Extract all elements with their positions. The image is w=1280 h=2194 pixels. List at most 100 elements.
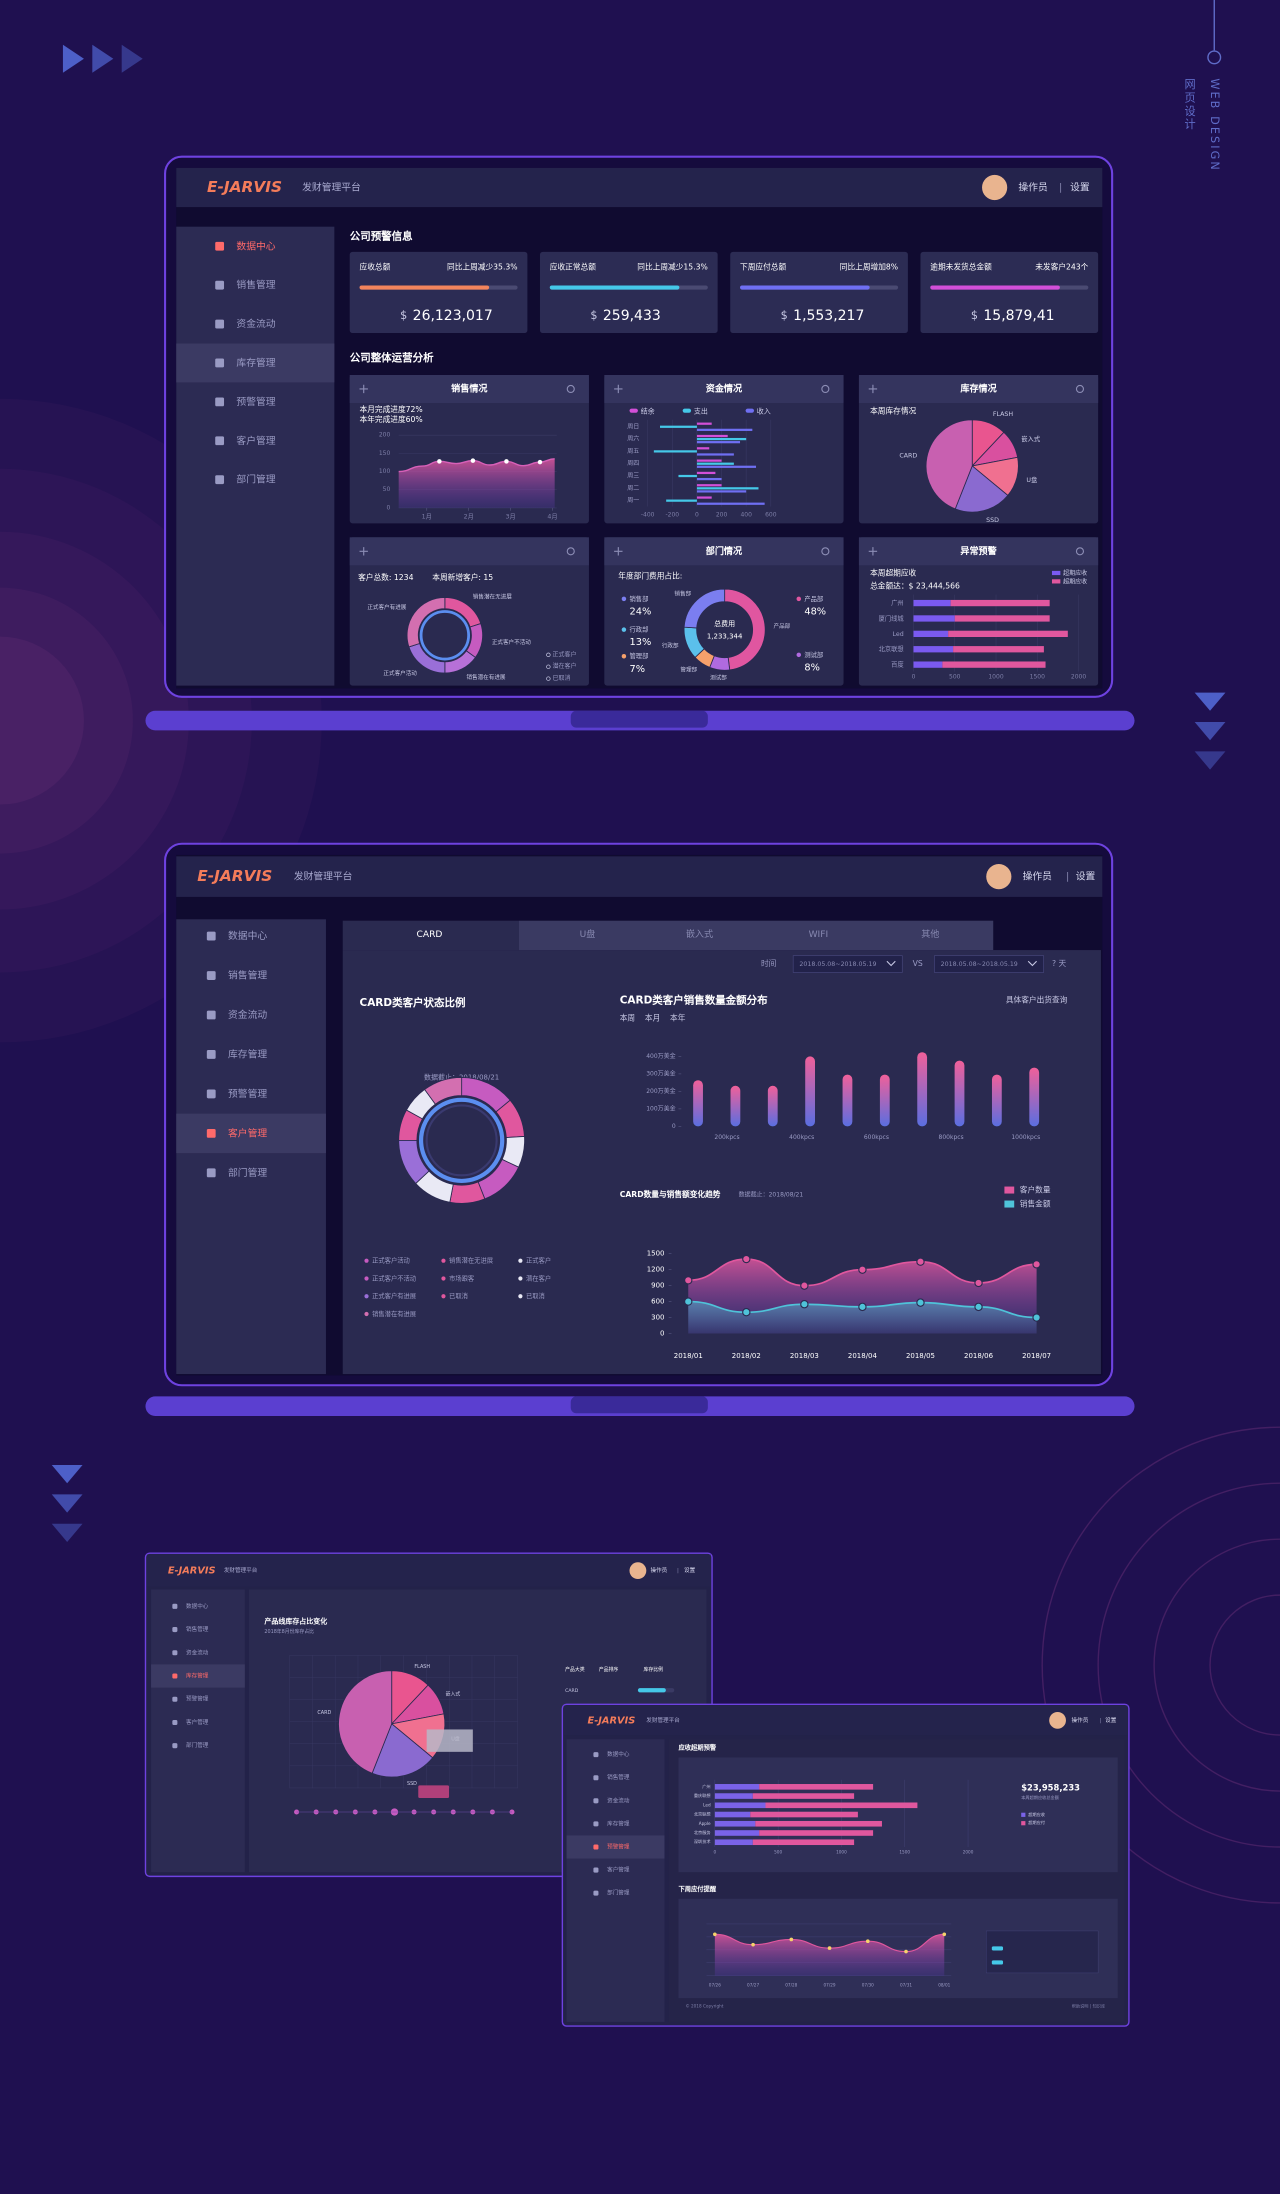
user-name[interactable]: 操作员 [1018,180,1048,193]
legend-dot [546,676,551,681]
period-tab[interactable]: 本月 [645,1013,660,1023]
menu-item[interactable]: 数据中心 [228,929,267,942]
menu-item[interactable]: 数据中心 [186,1602,209,1610]
settings-link[interactable]: 设置 [684,1566,696,1574]
bar [948,630,1068,638]
legend-label: 产品部 [804,594,823,603]
value-label: 13% [630,637,652,648]
header-bar [146,1554,711,1587]
menu-item[interactable]: 销售管理 [228,969,267,982]
menu-item[interactable]: 客户管理 [186,1718,209,1726]
settings-icon [566,384,575,394]
menu-item[interactable]: 预警管理 [236,395,275,408]
y-tick-label: Led [703,1802,711,1807]
slice-label: CARD [899,452,917,459]
menu-item[interactable]: 销售管理 [607,1773,630,1781]
menu-item[interactable]: 销售管理 [186,1625,209,1633]
date-picker [934,955,1044,973]
menu-item[interactable]: 资金流动 [236,317,275,330]
inner-ring [425,1104,498,1177]
x-tick-label: 3月 [506,512,516,520]
x-tick-label: 07/26 [709,1983,721,1988]
menu-item[interactable]: 部门管理 [186,1741,209,1749]
footer-links[interactable]: 帮助说明 | 知识库 [1072,2003,1105,2010]
settings-link[interactable]: 设置 [1070,181,1090,193]
period-tab[interactable]: 本周 [620,1013,635,1023]
menu-item[interactable]: 资金流动 [186,1648,209,1656]
y-tick-label: 1500 [647,1250,665,1258]
slice-label: 管理部 [680,666,697,674]
menu-item[interactable]: 客户管理 [236,434,275,447]
y-tick-label: 1200 [647,1266,665,1274]
menu-item[interactable]: 预警管理 [228,1087,267,1100]
panel-title: 下周应付提醒 [678,1884,716,1893]
menu-item[interactable]: 库存管理 [228,1047,267,1060]
panel-title: CARD类客户销售数量金额分布 [620,993,768,1006]
donut-segment [424,1076,463,1105]
legend-dot [796,652,802,658]
query-link[interactable]: 具体客户出货查询 [1006,994,1068,1004]
menu-item[interactable]: 资金流动 [228,1008,267,1021]
menu-icon [593,1798,599,1804]
tab[interactable]: 嵌入式 [686,928,713,940]
x-tick-label: 1000 [836,1850,847,1855]
menu-item[interactable]: 库存管理 [186,1672,209,1680]
settings-link[interactable]: 设置 [1105,1716,1117,1724]
date-range[interactable]: 2018.05.08~2018.05.19 [941,961,1018,968]
x-tick-label: 200kpcs [714,1134,739,1141]
legend-dot [441,1258,446,1263]
menu-item[interactable]: 库存管理 [607,1819,630,1827]
card-title: 异常预警 [960,545,997,557]
point [916,1298,925,1307]
tab[interactable]: WIFI [809,930,829,940]
tab[interactable]: CARD [417,930,443,940]
bar [714,1830,760,1836]
laptop-notch [570,710,708,728]
user-name[interactable]: 操作员 [650,1566,667,1574]
point [904,1949,908,1954]
legend-dot [621,654,627,659]
legend-label: 销售金额 [1020,1199,1051,1209]
area-fill [714,1934,945,1976]
menu-item[interactable]: 数据中心 [236,239,275,252]
tab[interactable]: 其他 [921,928,939,940]
legend-swatch [682,408,692,413]
bar [660,425,697,428]
tab[interactable]: U盘 [580,928,596,940]
menu-item[interactable]: 资金流动 [607,1796,630,1804]
user-name[interactable]: 操作员 [1072,1716,1089,1724]
menu-item[interactable]: 预警管理 [186,1695,209,1703]
settings-link[interactable]: 设置 [1076,871,1096,883]
menu-item[interactable]: 部门管理 [236,473,275,486]
x-tick-label: 2000 [963,1850,974,1855]
x-tick-label: 500 [774,1850,782,1855]
menu-item[interactable]: 预警管理 [607,1842,630,1850]
x-tick-label: 2月 [464,512,474,520]
donut-segment [406,597,446,648]
menu-icon [593,1867,599,1873]
menu-icon [206,1168,216,1178]
period-tab[interactable]: 本年 [670,1013,686,1023]
progress-decor [637,1688,666,1693]
menu-item[interactable]: 数据中心 [607,1750,630,1758]
date-range[interactable]: 2018.05.08~2018.05.19 [799,961,876,968]
point [800,1300,809,1309]
menu-item[interactable]: 销售管理 [236,278,275,291]
panel-title: 产品线库存占比变化 [264,1617,327,1626]
legend-dot [364,1294,369,1299]
user-name[interactable]: 操作员 [1023,870,1053,883]
progress-bar [549,285,680,290]
menu-item[interactable]: 客户管理 [607,1866,630,1874]
menu-item[interactable]: 库存管理 [236,356,275,369]
legend-label: 测试部 [804,650,823,659]
kpi-card [730,251,908,334]
x-tick-label: 200 [716,511,728,518]
decor-title-cn: 网页设计 [1183,78,1196,131]
table-cell: CARD [565,1688,579,1694]
menu-item[interactable]: 部门管理 [228,1166,267,1179]
x-tick-label: 2018/06 [964,1352,993,1360]
header-bar [176,856,1103,897]
menu-item[interactable]: 客户管理 [228,1126,267,1139]
point [942,1932,947,1937]
menu-item[interactable]: 部门管理 [607,1889,630,1897]
